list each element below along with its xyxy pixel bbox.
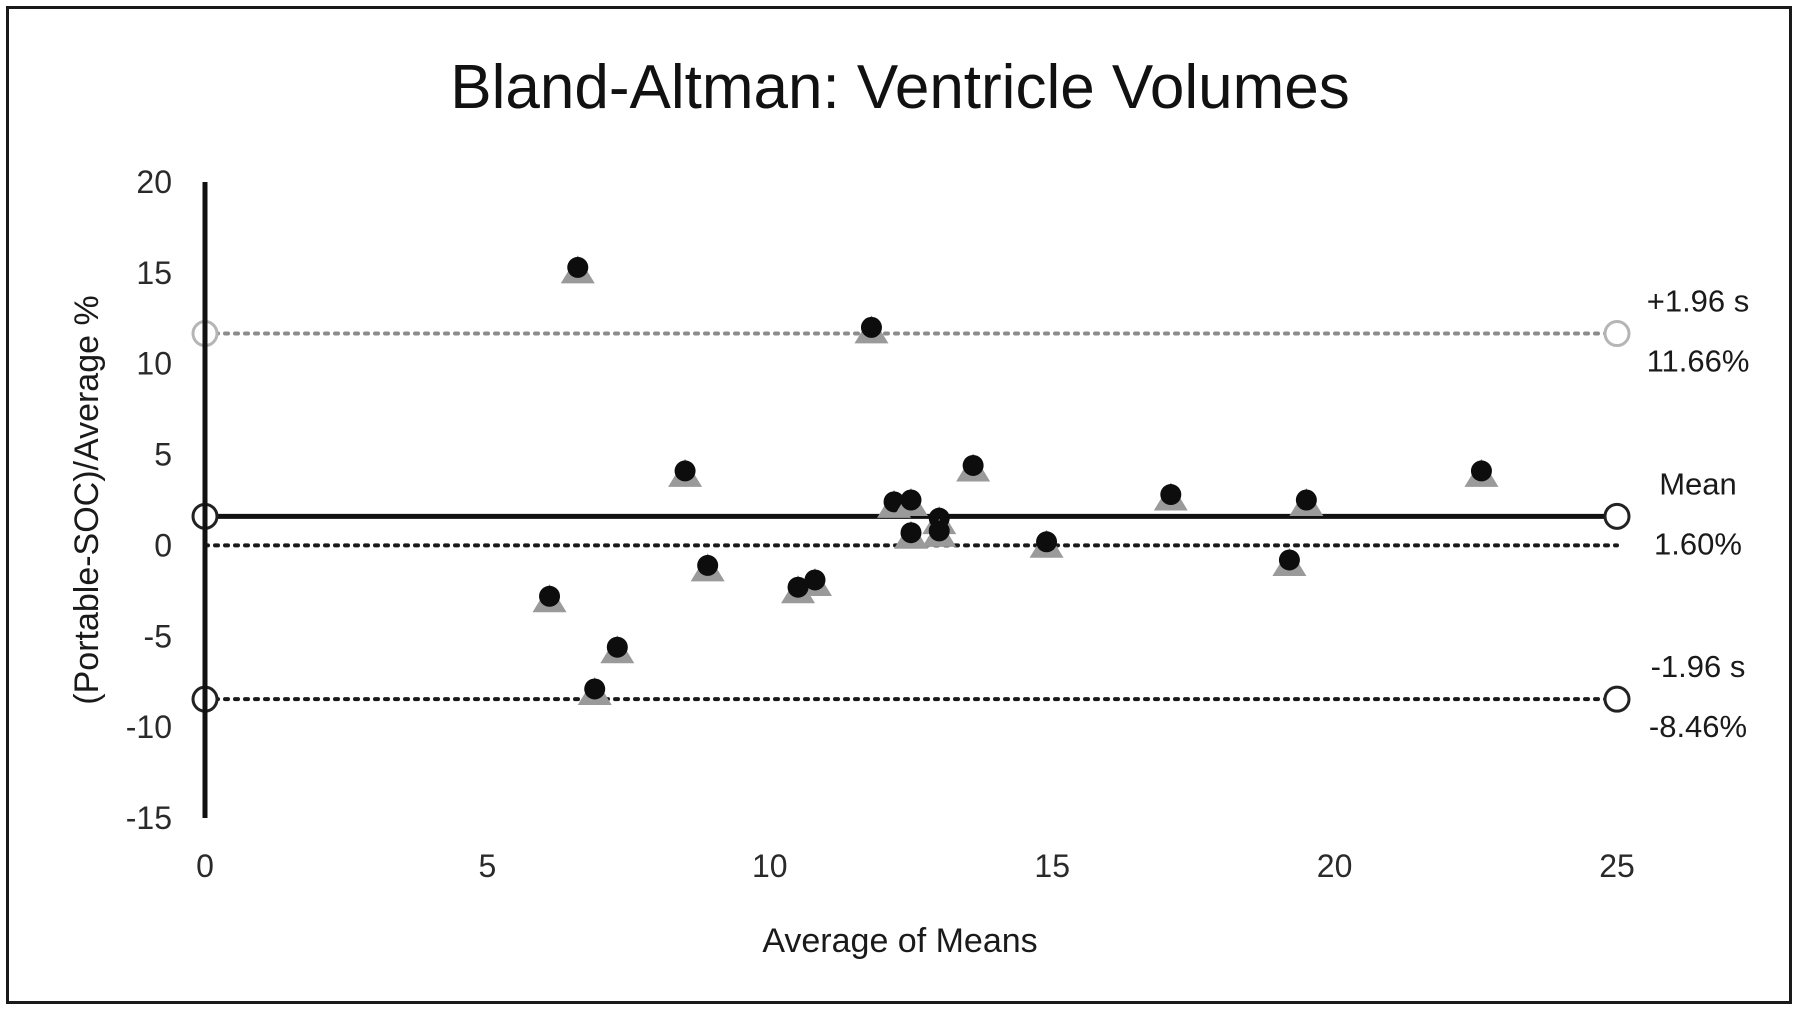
data-point (883, 491, 905, 513)
x-axis-label: Average of Means (762, 922, 1037, 960)
y-tick-label: -5 (144, 618, 172, 654)
y-tick-label: 10 (136, 346, 172, 382)
data-point (787, 576, 809, 598)
limit-label-top: Mean (1659, 466, 1737, 501)
chart-title: Bland-Altman: Ventricle Volumes (450, 53, 1349, 122)
limit-label-value: 1.60% (1654, 526, 1742, 561)
limit-label-value: 11.66% (1647, 344, 1750, 379)
limit-marker-0-1 (1603, 320, 1631, 348)
x-tick-label: 15 (1034, 848, 1070, 884)
limit-marker-1-1 (1603, 502, 1631, 530)
data-point (1295, 489, 1317, 511)
data-point (584, 678, 606, 700)
data-point (860, 316, 882, 338)
limit-label-top: -1.96 s (1651, 649, 1746, 684)
limit-annotations: +1.96 s 11.66% Mean 1.60% -1.96 s -8.46% (1647, 284, 1750, 745)
y-tick-label: -15 (126, 800, 172, 836)
data-point (697, 554, 719, 576)
y-tick-label: 5 (154, 437, 172, 473)
y-tick-label: 15 (136, 255, 172, 291)
data-point (674, 460, 696, 482)
x-tick-label: 10 (752, 848, 788, 884)
x-tick-label: 5 (479, 848, 497, 884)
data-point (928, 520, 950, 542)
data-point (567, 256, 589, 278)
reference-lines (191, 320, 1631, 713)
data-points (532, 255, 1499, 705)
data-point (900, 522, 922, 544)
data-point (1160, 484, 1182, 506)
y-tick-label: -10 (126, 709, 172, 745)
x-tick-label: 0 (196, 848, 214, 884)
x-tick-label: 25 (1599, 848, 1635, 884)
data-point (1470, 460, 1492, 482)
data-point (900, 489, 922, 511)
x-tick-label: 20 (1317, 848, 1353, 884)
data-point (1278, 549, 1300, 571)
data-point (539, 585, 561, 607)
data-point (606, 636, 628, 658)
tick-labels: 0 5 10 15 20 25 20 15 10 5 0 -5 -10 -15 (126, 164, 1635, 884)
y-tick-label: 20 (136, 164, 172, 200)
data-point (804, 569, 826, 591)
limit-label-value: -8.46% (1649, 709, 1747, 744)
y-axis-label: (Portable-SOC)/Average % (68, 295, 106, 704)
data-point (962, 454, 984, 476)
limit-label-top: +1.96 s (1647, 284, 1750, 319)
data-point (1036, 531, 1058, 553)
limit-marker-3-1 (1603, 685, 1631, 713)
y-tick-label: 0 (154, 527, 172, 563)
